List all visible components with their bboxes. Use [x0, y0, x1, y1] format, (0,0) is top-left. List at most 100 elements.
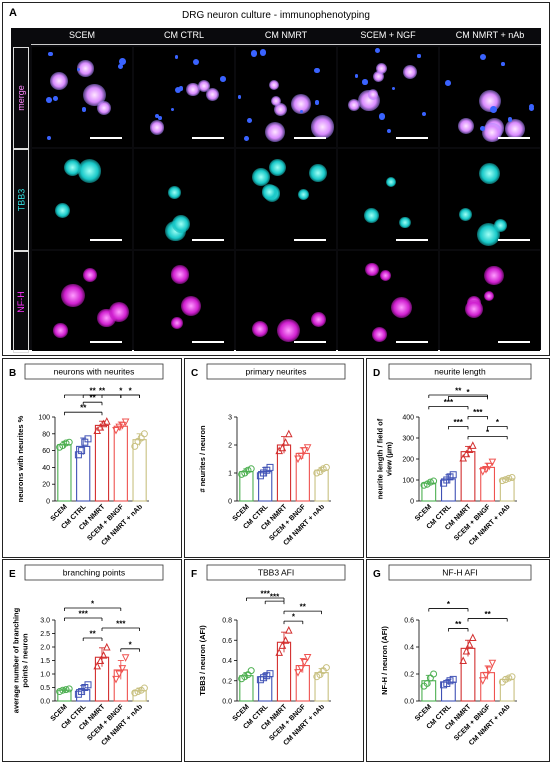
neuron-cell-body	[273, 103, 287, 116]
bar	[113, 425, 128, 502]
panel-a: A DRG neuron culture - immunophenotyping…	[2, 2, 550, 356]
data-point	[502, 476, 510, 484]
scale-bar	[396, 137, 428, 139]
significance-label: *	[129, 640, 133, 649]
significance-label: ***	[454, 418, 464, 427]
neuron-cell-body	[186, 83, 200, 97]
data-point	[297, 665, 306, 673]
neuron-cell-body	[403, 64, 418, 79]
chart-title-box	[24, 564, 164, 581]
nucleus-dot	[314, 99, 320, 105]
data-point	[96, 656, 105, 664]
data-point	[281, 636, 290, 644]
neuron-cell-body	[171, 215, 191, 234]
significance-label: **	[99, 387, 106, 396]
neuron-cell-body	[372, 327, 388, 343]
neuron-cell-body	[376, 62, 388, 74]
data-point	[278, 641, 287, 649]
neuron-cell-body	[149, 119, 165, 135]
data-point	[465, 445, 474, 454]
data-point	[498, 477, 506, 485]
data-point	[59, 686, 67, 694]
nucleus-dot	[500, 62, 505, 66]
neuron-cell-body	[264, 121, 285, 143]
nucleus-dot	[174, 86, 181, 93]
neuron-cell-body	[459, 207, 473, 221]
y-tick-label: 0.0	[404, 699, 414, 706]
neuron-cell-body	[268, 80, 279, 91]
nucleus-dot	[237, 95, 242, 99]
chart-title-box	[24, 363, 164, 380]
scale-bar	[498, 137, 530, 139]
y-axis-label: NF-H / neuron (AFI)	[380, 626, 389, 695]
data-point	[247, 667, 255, 675]
bar	[421, 482, 437, 502]
nucleus-dot	[76, 68, 81, 72]
data-point	[84, 681, 92, 689]
nucleus-dot	[392, 86, 396, 90]
neuron-cell-body	[310, 311, 326, 328]
scale-bar	[90, 341, 122, 343]
neuron-cell-body	[484, 291, 495, 302]
micrograph-tile	[440, 251, 540, 351]
neuron-cell-body	[109, 301, 130, 322]
row-label-text: NF-H	[16, 291, 26, 313]
significance-label: **	[455, 620, 462, 629]
data-point	[426, 674, 434, 682]
data-point	[275, 648, 284, 656]
data-point	[99, 650, 108, 659]
nucleus-dot	[52, 96, 58, 102]
panel-letter: B	[9, 368, 16, 379]
chart-title-box	[388, 363, 532, 380]
significance-label: *	[129, 387, 133, 396]
significance-label: **	[484, 610, 491, 619]
data-point	[502, 675, 510, 683]
bar	[460, 451, 476, 502]
neuron-cell-body	[64, 158, 82, 176]
column-header: CM NMRT + nAb	[455, 30, 525, 40]
data-point	[303, 444, 312, 452]
nucleus-dot	[444, 80, 451, 87]
neuron-cell-body	[271, 96, 282, 107]
data-point	[266, 670, 274, 678]
data-point	[102, 642, 111, 651]
chart-title: NF-H AFI	[442, 568, 477, 578]
y-tick-label: 80	[42, 431, 50, 438]
micrograph-tile	[338, 149, 438, 249]
data-point	[115, 670, 124, 679]
scale-bar	[192, 239, 224, 241]
y-tick-label: 2.0	[40, 645, 50, 652]
header-divider	[31, 44, 541, 45]
scale-bar	[192, 137, 224, 139]
scale-bar	[294, 239, 326, 241]
neuron-cell-body	[96, 101, 111, 115]
scale-bar	[294, 137, 326, 139]
data-point	[294, 669, 302, 677]
data-point	[449, 471, 457, 479]
chart-title: neurons with neurites	[54, 367, 135, 377]
neuron-cell-body	[82, 268, 97, 283]
neuron-cell-body	[367, 89, 379, 100]
y-tick-label: 1.0	[40, 672, 50, 679]
neuron-cell-body	[54, 203, 71, 219]
bar	[94, 424, 110, 502]
y-axis-label: neurite length / field ofview (µm)	[376, 418, 394, 499]
nucleus-dot	[479, 126, 485, 132]
micrograph-tile	[338, 251, 438, 351]
scale-bar	[90, 239, 122, 241]
nucleus-dot	[219, 76, 226, 82]
neuron-cell-body	[372, 71, 384, 82]
row-label: NF-H	[13, 251, 29, 353]
nucleus-dot	[259, 49, 267, 56]
column-header: SCEM + NGF	[360, 30, 416, 40]
neuron-cell-body	[251, 168, 270, 187]
y-tick-label: 0.2	[222, 678, 232, 685]
significance-label: ***	[261, 590, 271, 599]
y-tick-label: 2	[228, 443, 232, 450]
neuron-cell-body	[77, 60, 94, 77]
y-tick-label: 2.5	[40, 631, 50, 638]
neuron-cell-body	[398, 216, 411, 229]
